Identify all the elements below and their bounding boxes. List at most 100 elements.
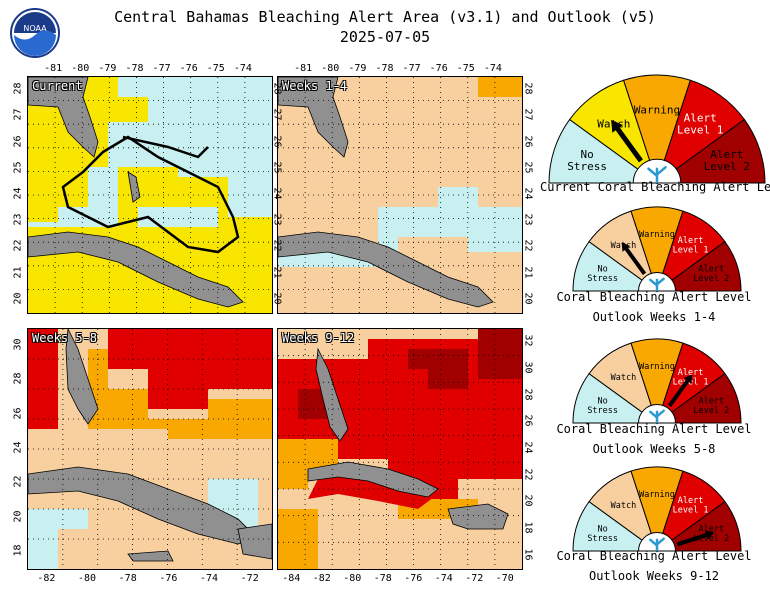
- gauge-subcaption: Outlook Weeks 9-12: [588, 569, 720, 583]
- axis-tick-label: -77: [402, 63, 421, 74]
- axis-tick-label: 20: [12, 292, 24, 305]
- axis-tick-label: -75: [206, 63, 225, 74]
- axis-tick-label: 27: [522, 108, 534, 121]
- axis-tick-label: 24: [271, 187, 283, 200]
- axis-tick-label: 23: [271, 213, 283, 226]
- gauge-needle-head: [621, 242, 631, 252]
- axis-tick-label: -80: [78, 573, 97, 584]
- map-weeks-9-12: [278, 329, 522, 569]
- coral-icon: [649, 409, 665, 424]
- gauge-segment-label: Alert: [684, 111, 717, 124]
- gauge-segment-label: Alert: [678, 496, 704, 506]
- axis-tick-label: 28: [12, 372, 24, 385]
- axis-tick-label: -79: [98, 63, 117, 74]
- axis-tick-label: 26: [12, 407, 24, 420]
- axis-tick-label: -76: [404, 573, 423, 584]
- axis-tick-label: -76: [179, 63, 198, 74]
- axis-tick-label: 21: [12, 266, 24, 279]
- gauge-subcaption: Outlook Weeks 5-8: [592, 442, 716, 456]
- axis-tick-label: -70: [495, 573, 514, 584]
- gauge-segment: [655, 118, 766, 184]
- panel-label-current: Current: [32, 79, 83, 93]
- axis-tick-label: 30: [522, 361, 534, 374]
- axis-tick-label: 22: [522, 468, 534, 481]
- gauge-segment-label: Stress: [587, 274, 618, 284]
- axis-tick-label: -75: [456, 63, 475, 74]
- gauge-segment: [655, 240, 742, 292]
- gauge-needle-head: [705, 530, 715, 540]
- axis-tick-label: -81: [44, 63, 63, 74]
- axis-tick-label: 26: [271, 135, 283, 148]
- coral-icon: [647, 166, 667, 184]
- gauge-segment-label: Level 2: [704, 160, 750, 173]
- axis-tick-label: -76: [429, 63, 448, 74]
- axis-tick-label: 26: [522, 414, 534, 427]
- axis-tick-label: 26: [12, 135, 24, 148]
- axis-tick-label: 24: [522, 441, 534, 454]
- gauge-segment-label: Watch: [611, 373, 637, 383]
- gauge-needle-head: [683, 374, 693, 384]
- page-date: 2025-07-05: [339, 28, 431, 46]
- map-panel-weeks-1-4: Weeks 1-4: [277, 76, 523, 314]
- axis-tick-label: 23: [12, 213, 24, 226]
- gauge-segment-label: Level 1: [673, 245, 709, 255]
- axis-tick-label: -72: [465, 573, 484, 584]
- axis-tick-label: 30: [12, 338, 24, 351]
- axis-tick-label: -78: [375, 63, 394, 74]
- axis-tick-label: -76: [159, 573, 178, 584]
- panel-label-weeks-9-12: Weeks 9-12: [282, 331, 355, 345]
- axis-tick-label: -80: [321, 63, 340, 74]
- gauge-segment-label: Warning: [639, 490, 675, 500]
- gauge-segment-label: Stress: [587, 406, 618, 416]
- axis-tick-label: -74: [434, 573, 453, 584]
- axis-tick-label: 16: [522, 548, 534, 561]
- axis-tick-label: -80: [71, 63, 90, 74]
- axis-tick-label: 24: [12, 441, 24, 454]
- gauge-segment-label: Alert: [710, 148, 743, 161]
- gauge-segment-label: Stress: [587, 534, 618, 544]
- axis-tick-label: 18: [12, 544, 24, 557]
- gauge-segment-label: Alert: [699, 525, 725, 535]
- gauge-needle: [676, 533, 708, 547]
- gauge-caption: Coral Bleaching Alert Level: [556, 422, 752, 436]
- axis-tick-label: 28: [12, 82, 24, 95]
- axis-tick-label: -82: [37, 573, 56, 584]
- axis-tick-label: 28: [522, 82, 534, 95]
- axis-tick-label: 27: [271, 108, 283, 121]
- axis-tick-label: 18: [522, 521, 534, 534]
- axis-tick-label: 20: [522, 494, 534, 507]
- gauge-segment-label: No: [581, 148, 594, 161]
- noaa-logo: NOAA: [10, 8, 60, 58]
- gauge-caption: Coral Bleaching Alert Level: [556, 290, 752, 304]
- page-title: Central Bahamas Bleaching Alert Area (v3…: [114, 8, 656, 26]
- axis-tick-label: 23: [522, 213, 534, 226]
- axis-tick-label: 27: [12, 108, 24, 121]
- axis-tick-label: -80: [343, 573, 362, 584]
- axis-tick-label: -74: [200, 573, 219, 584]
- axis-tick-label: 28: [522, 388, 534, 401]
- axis-tick-label: 24: [522, 187, 534, 200]
- axis-tick-label: 25: [12, 161, 24, 174]
- map-panel-current: Current: [27, 76, 273, 314]
- gauge-needle: [615, 127, 643, 163]
- alert-gauge-3: No Stress Watch Warning Alert Level 1 Alert Lev…: [570, 464, 744, 558]
- panel-label-weeks-1-4: Weeks 1-4: [282, 79, 348, 93]
- gauge-segment: [655, 500, 742, 552]
- gauge-segment-label: No: [598, 265, 608, 275]
- axis-tick-label: 20: [12, 510, 24, 523]
- panel-label-weeks-5-8: Weeks 5-8: [32, 331, 98, 345]
- gauge-needle-head: [611, 119, 623, 133]
- axis-tick-label: 22: [12, 475, 24, 488]
- axis-tick-label: 25: [522, 161, 534, 174]
- gauge-segment-label: Warning: [639, 230, 675, 240]
- coral-icon: [649, 277, 665, 292]
- axis-tick-label: 24: [12, 187, 24, 200]
- axis-tick-label: -72: [240, 573, 259, 584]
- gauge-segment-label: Level 1: [673, 505, 709, 515]
- axis-tick-label: 28: [271, 82, 283, 95]
